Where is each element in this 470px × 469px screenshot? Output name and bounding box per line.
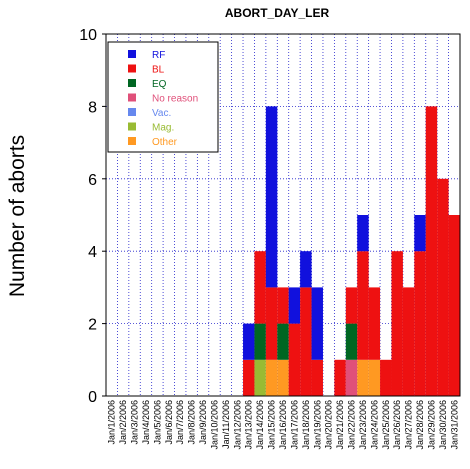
x-ticks: Jan/1/2006 Jan/2/2006 Jan/3/2006 Jan/4/2006… — [107, 400, 460, 450]
bars — [243, 106, 460, 397]
x-tick-label: Jan/20/2006 — [324, 400, 334, 450]
x-tick-label: Jan/11/2006 — [221, 400, 231, 449]
y-tick-label: 8 — [88, 99, 97, 116]
bar-segment — [254, 323, 266, 360]
grid-lines — [106, 34, 460, 396]
y-ticks: 0 2 4 6 8 10 — [79, 27, 106, 406]
bar-segment — [265, 359, 278, 396]
x-tick-label: Jan/3/2006 — [130, 400, 140, 445]
y-tick-label: 4 — [88, 244, 97, 261]
bar-segment — [288, 323, 301, 396]
legend-label: Other — [152, 137, 178, 148]
x-tick-label: Jan/19/2006 — [312, 400, 322, 450]
x-tick-label: Jan/8/2006 — [187, 400, 197, 445]
bar-segment — [414, 251, 426, 396]
x-tick-label: Jan/12/2006 — [232, 400, 242, 450]
x-tick-label: Jan/25/2006 — [381, 400, 391, 450]
legend-label: No reason — [152, 94, 198, 105]
x-tick-label: Jan/10/2006 — [209, 400, 219, 450]
x-tick-label: Jan/31/2006 — [449, 400, 459, 450]
bar-segment — [288, 287, 301, 324]
x-tick-label: Jan/7/2006 — [175, 400, 185, 445]
bar-segment — [254, 359, 266, 396]
legend-swatch — [128, 122, 136, 131]
bar-segment — [300, 287, 312, 396]
bar-segment — [254, 251, 266, 324]
legend-swatch — [128, 64, 136, 73]
x-tick-label: Jan/26/2006 — [392, 400, 402, 450]
y-tick-label: 6 — [88, 172, 97, 189]
x-tick-label: Jan/22/2006 — [347, 400, 357, 450]
legend-label: Mag. — [152, 123, 174, 134]
plot-frame — [105, 33, 461, 397]
bar-segment — [300, 251, 312, 288]
bar-segment — [357, 359, 369, 396]
x-tick-label: Jan/17/2006 — [289, 400, 299, 450]
x-tick-label: Jan/23/2006 — [358, 400, 368, 450]
x-tick-label: Jan/13/2006 — [244, 400, 254, 450]
legend-swatch — [128, 137, 136, 145]
legend-swatch — [128, 50, 136, 58]
x-tick-label: Jan/16/2006 — [278, 400, 288, 450]
bar-segment — [391, 251, 403, 396]
y-axis-label: Number of aborts — [6, 135, 29, 297]
x-tick-label: Jan/15/2006 — [267, 400, 277, 450]
x-tick-label: Jan/29/2006 — [426, 400, 436, 450]
bar-segment — [437, 178, 449, 396]
y-tick-label: 0 — [88, 389, 97, 406]
legend-label: RF — [152, 50, 165, 61]
x-tick-label: Jan/28/2006 — [415, 400, 425, 450]
bar-segment — [265, 287, 278, 360]
bar-segment — [402, 287, 415, 396]
bar-segment — [368, 287, 381, 360]
bar-segment — [345, 323, 358, 360]
bar-segment — [345, 287, 358, 324]
bar-segment — [357, 215, 369, 252]
bar-segment — [368, 359, 381, 396]
legend-label: Vac. — [152, 108, 171, 119]
bar-segment — [311, 287, 323, 360]
x-tick-label: Jan/5/2006 — [152, 400, 162, 445]
legend-swatch — [128, 79, 136, 87]
bar-segment — [357, 251, 369, 360]
x-tick-label: Jan/4/2006 — [141, 400, 151, 445]
bar-segment — [277, 323, 289, 360]
legend: RF BL EQ No reason Vac. Mag. Other — [107, 41, 219, 153]
bar-segment — [448, 215, 460, 396]
bar-segment — [414, 215, 426, 252]
legend-label: EQ — [152, 79, 167, 90]
x-tick-label: Jan/18/2006 — [301, 400, 311, 450]
x-tick-label: Jan/21/2006 — [335, 400, 345, 450]
x-tick-label: Jan/1/2006 — [107, 400, 117, 445]
y-tick-label: 10 — [79, 27, 97, 44]
x-tick-label: Jan/2/2006 — [118, 400, 128, 445]
x-tick-label: Jan/30/2006 — [438, 400, 448, 450]
bar-segment — [265, 106, 278, 288]
legend-label: BL — [152, 65, 165, 76]
x-tick-label: Jan/24/2006 — [369, 400, 379, 450]
bar-segment — [425, 106, 438, 397]
bar-segment — [311, 359, 323, 396]
x-tick-label: Jan/27/2006 — [404, 400, 414, 450]
bar-segment — [243, 359, 255, 396]
y-tick-label: 2 — [88, 317, 97, 334]
bar-segment — [345, 359, 358, 396]
x-tick-label: Jan/14/2006 — [255, 400, 265, 450]
bar-segment — [277, 359, 289, 396]
chart-title: ABORT_DAY_LER — [225, 6, 330, 20]
bar-segment — [380, 359, 392, 396]
bar-segment — [334, 359, 346, 396]
x-tick-label: Jan/9/2006 — [198, 400, 208, 445]
legend-box — [107, 41, 219, 153]
bar-segment — [243, 323, 255, 360]
legend-swatch — [128, 108, 136, 116]
legend-swatch — [128, 93, 136, 102]
bar-segment — [277, 287, 289, 324]
x-tick-label: Jan/6/2006 — [164, 400, 174, 445]
